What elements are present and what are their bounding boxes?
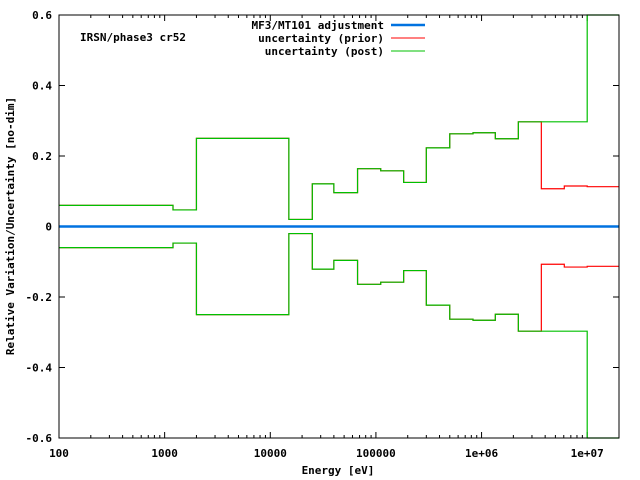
y-tick-label: -0.6 xyxy=(26,432,53,445)
y-tick-label: 0.2 xyxy=(32,150,52,163)
y-tick-label: 0 xyxy=(45,221,52,234)
y-tick-label: -0.4 xyxy=(26,362,53,375)
y-axis-label: Relative Variation/Uncertainty [no-dim] xyxy=(4,97,17,355)
x-tick-label: 100000 xyxy=(356,447,396,460)
series-2-upper xyxy=(59,14,619,221)
plot-border xyxy=(58,14,620,439)
series-group xyxy=(59,14,619,439)
x-tick-label: 10000 xyxy=(254,447,287,460)
series-2-lower xyxy=(59,232,619,439)
x-tick-label: 1000 xyxy=(151,447,178,460)
y-tick-label: 0.4 xyxy=(32,80,52,93)
legend-label-adjustment: MF3/MT101 adjustment xyxy=(252,19,384,32)
legend-label-prior: uncertainty (prior) xyxy=(258,32,384,45)
x-tick-label: 1e+07 xyxy=(571,447,604,460)
x-axis-label: Energy [eV] xyxy=(302,464,375,477)
legend: MF3/MT101 adjustment uncertainty (prior)… xyxy=(252,19,425,58)
y-tick-label: 0.6 xyxy=(32,9,52,22)
legend-label-post: uncertainty (post) xyxy=(265,45,384,58)
y-tick-label: -0.2 xyxy=(26,291,53,304)
x-tick-label: 1e+06 xyxy=(465,447,498,460)
x-tick-label: 100 xyxy=(49,447,69,460)
axis-ticks: 0.6 0.4 0.2 0 -0.2 -0.4 -0.6 100 1000 10000 100000… xyxy=(26,9,620,460)
annotation: IRSN/phase3 cr52 xyxy=(80,31,186,44)
